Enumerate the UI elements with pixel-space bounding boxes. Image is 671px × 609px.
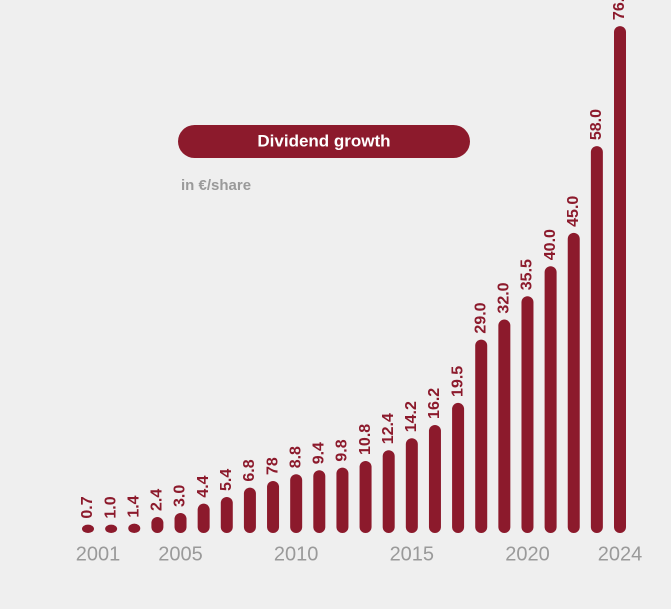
- bar: [336, 467, 349, 533]
- bar: [521, 296, 534, 533]
- bar: [290, 474, 303, 533]
- bar: [243, 487, 256, 533]
- value-label: 16.2: [426, 388, 443, 419]
- bar: [359, 460, 372, 533]
- bar: [151, 516, 164, 533]
- x-tick-label: 2001: [76, 543, 121, 565]
- bar: [567, 232, 580, 533]
- value-label: 9.8: [334, 439, 351, 461]
- value-label: 6.8: [241, 459, 258, 481]
- value-label: 4.4: [195, 475, 212, 497]
- value-label: 2.4: [149, 489, 166, 511]
- bar: [313, 470, 326, 533]
- bar: [614, 26, 626, 534]
- bar: [197, 503, 210, 533]
- bar: [174, 512, 187, 533]
- value-label: 32.0: [496, 282, 513, 313]
- value-label: 78: [264, 457, 281, 475]
- value-label: 5.4: [218, 469, 235, 491]
- bar: [405, 438, 418, 533]
- value-label: 8.8: [287, 446, 304, 468]
- value-label: 12.4: [380, 413, 397, 444]
- bar: [590, 146, 603, 533]
- bar: [498, 319, 511, 533]
- value-label: 40.0: [542, 229, 559, 260]
- bar: [267, 480, 280, 533]
- value-label: 0.7: [79, 496, 96, 518]
- chart-subtitle: in €/share: [181, 177, 251, 194]
- bar: [220, 496, 233, 533]
- bar: [105, 524, 118, 533]
- value-label: 45.0: [565, 196, 582, 227]
- bar: [428, 424, 441, 533]
- value-label: 9.4: [311, 442, 328, 464]
- x-tick-label: 2024: [598, 543, 643, 565]
- bar: [475, 339, 488, 533]
- x-tick-label: 2010: [274, 543, 319, 565]
- value-label: 19.5: [449, 366, 466, 397]
- value-label: 3.0: [172, 485, 189, 507]
- value-label: 1.0: [102, 496, 119, 518]
- value-label: 1.4: [125, 495, 142, 517]
- value-label: 35.5: [519, 259, 536, 290]
- bar: [382, 450, 395, 533]
- value-label: 14.2: [403, 401, 420, 432]
- bar: [82, 524, 94, 533]
- value-label: 76.0: [611, 0, 628, 20]
- title-pill: [178, 125, 470, 158]
- x-tick-label: 2005: [158, 543, 203, 565]
- x-tick-label: 2015: [390, 543, 435, 565]
- bar: [544, 266, 557, 533]
- bar: [128, 523, 141, 533]
- bar: [452, 402, 465, 533]
- value-label: 10.8: [357, 424, 374, 455]
- x-tick-label: 2020: [505, 543, 550, 565]
- value-label: 29.0: [472, 302, 489, 333]
- value-label: 58.0: [588, 109, 605, 140]
- chart-title: Dividend growth: [257, 131, 390, 150]
